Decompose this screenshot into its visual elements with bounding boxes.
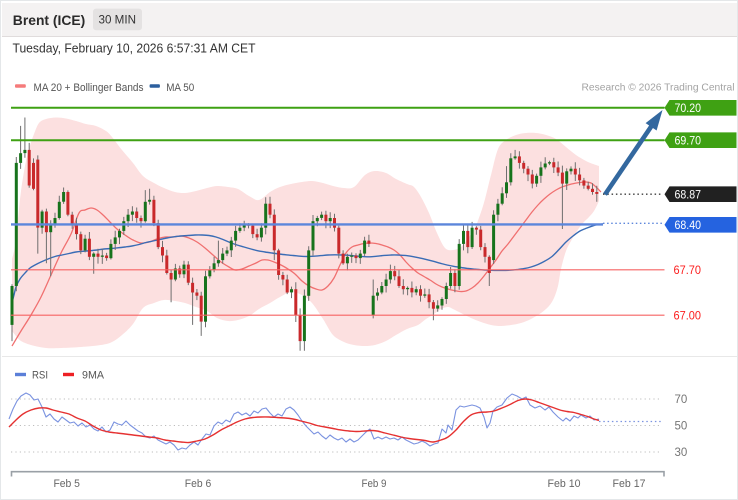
svg-text:67.00: 67.00 [674, 309, 702, 323]
svg-text:68.87: 68.87 [675, 188, 702, 202]
svg-text:70: 70 [675, 394, 688, 406]
svg-text:30 MIN: 30 MIN [99, 13, 137, 27]
svg-text:9MA: 9MA [82, 369, 105, 381]
svg-text:Feb 17: Feb 17 [613, 478, 646, 490]
svg-text:MA 20 + Bollinger Bands: MA 20 + Bollinger Bands [34, 82, 144, 94]
svg-text:MA 50: MA 50 [166, 82, 194, 94]
svg-text:30: 30 [675, 447, 688, 459]
svg-text:Research © 2026 Trading Centra: Research © 2026 Trading Central [582, 81, 735, 93]
svg-text:Tuesday, February 10, 2026 6:5: Tuesday, February 10, 2026 6:57:31 AM CE… [13, 42, 256, 56]
svg-text:Feb 9: Feb 9 [362, 478, 387, 490]
svg-text:67.70: 67.70 [674, 263, 702, 277]
svg-text:68.40: 68.40 [675, 218, 702, 232]
svg-text:Feb 5: Feb 5 [53, 478, 80, 490]
svg-text:50: 50 [675, 420, 688, 432]
svg-text:70.20: 70.20 [675, 101, 702, 115]
svg-text:69.70: 69.70 [675, 134, 702, 148]
svg-text:Brent (ICE): Brent (ICE) [13, 12, 86, 28]
svg-text:Feb 10: Feb 10 [548, 478, 581, 490]
svg-text:Feb 6: Feb 6 [185, 478, 212, 490]
svg-text:RSI: RSI [32, 369, 48, 381]
